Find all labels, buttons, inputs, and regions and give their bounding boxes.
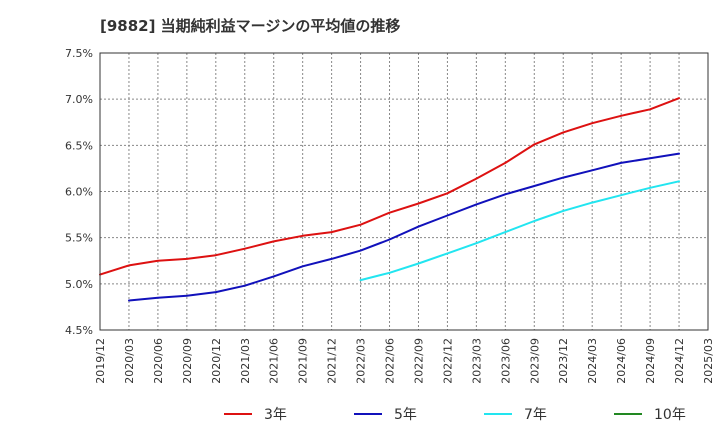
x-tick-label: 2021/06 (268, 338, 281, 384)
x-tick-label: 2021/12 (326, 338, 339, 384)
x-tick-label: 2020/03 (123, 338, 136, 384)
series-line-1 (99, 97, 680, 276)
series-line-2 (128, 152, 680, 302)
x-tick-label: 2024/09 (644, 338, 657, 384)
x-tick-label: 2023/06 (499, 338, 512, 384)
y-tick-label: 6.5% (65, 139, 93, 152)
series-line-3 (359, 180, 680, 282)
x-tick-label: 2025/03 (702, 338, 715, 384)
legend: 3年 5年 7年 10年 (224, 407, 686, 423)
x-axis: 2019/12 2020/03 2020/06 2020/09 2020/12 2021/… (94, 338, 715, 384)
y-tick-label: 4.5% (65, 324, 93, 337)
x-tick-label: 2022/12 (441, 338, 454, 384)
series-lines (99, 97, 680, 302)
x-tick-label: 2023/09 (528, 338, 541, 384)
y-tick-label: 5.5% (65, 232, 93, 245)
y-tick-label: 7.5% (65, 47, 93, 60)
x-tick-label: 2020/09 (181, 338, 194, 384)
plot-area (99, 52, 709, 331)
legend-label-1: 3年 (264, 407, 287, 423)
grid (100, 53, 708, 330)
y-axis: 4.5% 5.0% 5.5% 6.0% 6.5% 7.0% 7.5% (65, 47, 93, 337)
x-tick-label: 2021/03 (239, 338, 252, 384)
x-tick-label: 2024/06 (615, 338, 628, 384)
y-tick-label: 5.0% (65, 278, 93, 291)
x-tick-label: 2024/03 (586, 338, 599, 384)
x-tick-label: 2022/06 (384, 338, 397, 384)
y-tick-label: 7.0% (65, 93, 93, 106)
x-tick-label: 2020/06 (152, 338, 165, 384)
legend-label-2: 5年 (394, 407, 417, 423)
x-tick-label: 2022/09 (412, 338, 425, 384)
x-tick-label: 2019/12 (94, 338, 107, 384)
x-tick-label: 2024/12 (673, 338, 686, 384)
y-tick-label: 6.0% (65, 186, 93, 199)
legend-label-4: 10年 (654, 407, 686, 423)
x-tick-label: 2020/12 (210, 338, 223, 384)
legend-label-3: 7年 (524, 407, 547, 423)
x-tick-label: 2023/12 (557, 338, 570, 384)
chart-title: [9882] 当期純利益マージンの平均値の推移 (100, 17, 400, 35)
x-tick-label: 2022/03 (355, 338, 368, 384)
x-tick-label: 2023/03 (470, 338, 483, 384)
x-tick-label: 2021/09 (297, 338, 310, 384)
